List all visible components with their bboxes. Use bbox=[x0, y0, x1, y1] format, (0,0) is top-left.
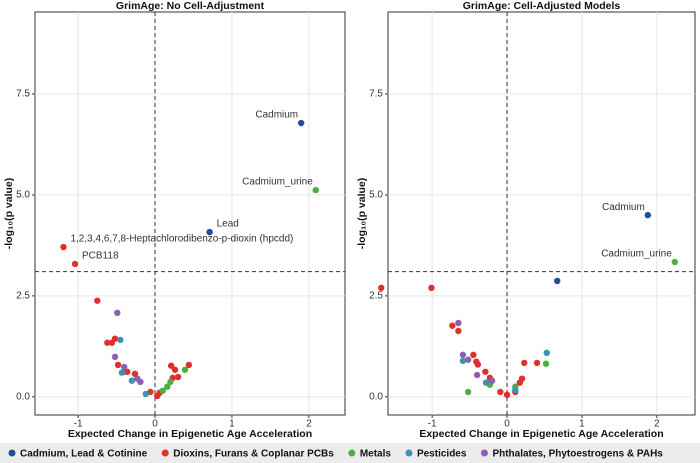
x-tick-label: -1 bbox=[74, 419, 83, 430]
y-tick-label: 5.0 bbox=[16, 190, 30, 201]
point bbox=[455, 319, 462, 327]
y-tick-label: 7.5 bbox=[16, 89, 30, 100]
point bbox=[131, 370, 139, 378]
point bbox=[473, 371, 481, 379]
panel-title: GrimAge: No Cell-Adjustment bbox=[116, 0, 265, 12]
point bbox=[533, 359, 541, 367]
point bbox=[512, 386, 519, 394]
point bbox=[94, 297, 101, 304]
point bbox=[497, 388, 504, 396]
point bbox=[542, 360, 550, 367]
point bbox=[60, 243, 67, 251]
point bbox=[114, 361, 122, 369]
x-axis-title: Expected Change in Epigenetic Age Accele… bbox=[419, 428, 663, 440]
x-tick-label: 0 bbox=[504, 419, 510, 430]
point bbox=[111, 353, 119, 361]
point bbox=[114, 309, 121, 317]
point bbox=[124, 368, 131, 375]
point bbox=[312, 186, 319, 194]
point bbox=[644, 211, 652, 219]
x-tick-label: 0 bbox=[152, 419, 158, 430]
point bbox=[174, 373, 182, 381]
point-label: Cadmium_urine bbox=[601, 249, 672, 260]
point bbox=[159, 387, 166, 394]
point bbox=[185, 361, 193, 369]
point bbox=[554, 277, 561, 285]
legend-label: Dioxins, Furans & Coplanar PCBs bbox=[173, 449, 334, 460]
point bbox=[488, 377, 496, 384]
y-axis-title: -log₁₀(p value) bbox=[356, 178, 368, 250]
point bbox=[503, 391, 511, 399]
legend-marker bbox=[405, 449, 413, 457]
point bbox=[521, 359, 528, 367]
point bbox=[455, 327, 462, 335]
x-tick-label: 2 bbox=[654, 419, 660, 430]
panel-title: GrimAge: Cell-Adjusted Models bbox=[463, 0, 621, 12]
point bbox=[474, 361, 482, 368]
point bbox=[111, 335, 119, 342]
legend-marker bbox=[161, 449, 169, 457]
point bbox=[71, 260, 79, 268]
point bbox=[117, 336, 124, 344]
x-axis-title: Expected Change in Epigenetic Age Accele… bbox=[68, 428, 312, 440]
point bbox=[470, 351, 477, 359]
point bbox=[167, 362, 175, 369]
point bbox=[378, 284, 385, 292]
point bbox=[206, 228, 213, 236]
point bbox=[464, 356, 472, 363]
point-label: PCB118 bbox=[82, 251, 119, 262]
point bbox=[121, 363, 128, 371]
y-tick-label: 5.0 bbox=[369, 190, 383, 201]
point bbox=[137, 378, 144, 386]
legend-label: Phthalates, Phytoestrogens & PAHs bbox=[492, 449, 663, 460]
point bbox=[167, 378, 174, 386]
y-tick-label: 0.0 bbox=[16, 391, 30, 402]
legend-marker bbox=[480, 449, 488, 457]
y-tick-label: 2.5 bbox=[16, 291, 30, 302]
point-label: 1,2,3,4,6,7,8-Heptachlorodibenzo-p-dioxi… bbox=[70, 234, 293, 245]
y-tick-label: 2.5 bbox=[369, 291, 383, 302]
y-tick-label: 0.0 bbox=[369, 391, 383, 402]
x-tick-label: -1 bbox=[428, 419, 437, 430]
x-tick-label: 1 bbox=[229, 419, 235, 430]
point-label: Cadmium bbox=[255, 110, 298, 121]
y-axis-title: -log₁₀(p value) bbox=[3, 178, 15, 250]
point-label: Cadmium bbox=[602, 202, 645, 213]
plot-area bbox=[34, 11, 346, 416]
point bbox=[428, 284, 435, 292]
point bbox=[142, 390, 149, 398]
point bbox=[464, 388, 472, 396]
x-tick-label: 2 bbox=[306, 419, 312, 430]
point-label: Lead bbox=[217, 219, 239, 230]
point bbox=[671, 258, 678, 266]
legend-label: Metals bbox=[360, 449, 392, 460]
point bbox=[171, 366, 179, 373]
point bbox=[104, 339, 111, 346]
y-tick-label: 7.5 bbox=[369, 89, 383, 100]
legend-marker bbox=[8, 449, 16, 457]
point bbox=[297, 119, 305, 127]
legend-label: Cadmium, Lead & Cotinine bbox=[20, 449, 148, 460]
point bbox=[482, 368, 489, 375]
point bbox=[459, 357, 467, 365]
point bbox=[128, 377, 136, 384]
point bbox=[459, 351, 467, 359]
legend-label: Pesticides bbox=[417, 449, 467, 460]
legend-marker bbox=[348, 449, 356, 457]
point bbox=[449, 322, 456, 329]
point bbox=[518, 375, 526, 382]
point-label: Cadmium_urine bbox=[242, 177, 313, 188]
x-tick-label: 1 bbox=[579, 419, 585, 430]
plot-area bbox=[387, 11, 696, 416]
point bbox=[543, 349, 550, 357]
point bbox=[482, 379, 490, 386]
point bbox=[118, 369, 126, 376]
point bbox=[164, 383, 171, 390]
point bbox=[181, 366, 189, 373]
